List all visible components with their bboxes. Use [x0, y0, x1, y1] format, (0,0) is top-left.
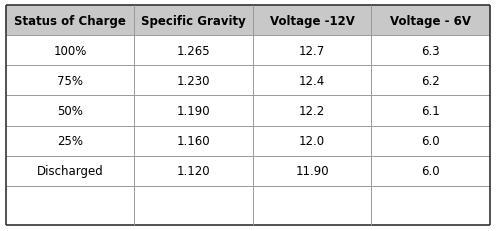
Text: Voltage -12V: Voltage -12V	[270, 15, 355, 27]
Bar	[134, 156, 253, 186]
Bar	[6, 66, 134, 96]
Text: 12.0: 12.0	[299, 134, 325, 147]
Bar	[6, 6, 134, 36]
Text: 100%: 100%	[54, 45, 87, 58]
Text: 6.1: 6.1	[421, 104, 440, 118]
Bar	[372, 126, 490, 156]
Text: Discharged: Discharged	[37, 164, 104, 177]
Bar	[134, 66, 253, 96]
Text: 25%: 25%	[57, 134, 83, 147]
Text: 1.120: 1.120	[177, 164, 210, 177]
Bar	[134, 36, 253, 66]
Text: 75%: 75%	[57, 75, 83, 88]
Bar	[372, 36, 490, 66]
Bar	[253, 186, 372, 225]
Bar	[134, 186, 253, 225]
Bar	[372, 6, 490, 36]
Bar	[372, 66, 490, 96]
Text: 12.7: 12.7	[299, 45, 325, 58]
Bar	[134, 96, 253, 126]
Text: Specific Gravity: Specific Gravity	[141, 15, 246, 27]
Bar	[253, 156, 372, 186]
Text: 12.2: 12.2	[299, 104, 325, 118]
Bar	[6, 96, 134, 126]
Text: 1.190: 1.190	[177, 104, 210, 118]
Bar	[6, 126, 134, 156]
Bar	[6, 36, 134, 66]
Bar	[134, 6, 253, 36]
Text: Status of Charge: Status of Charge	[14, 15, 126, 27]
Bar	[372, 156, 490, 186]
Text: 6.2: 6.2	[421, 75, 440, 88]
Bar	[6, 156, 134, 186]
Text: 6.0: 6.0	[422, 164, 440, 177]
Text: Voltage - 6V: Voltage - 6V	[390, 15, 471, 27]
Text: 6.3: 6.3	[422, 45, 440, 58]
Text: 1.265: 1.265	[177, 45, 210, 58]
Text: 12.4: 12.4	[299, 75, 325, 88]
Bar	[253, 96, 372, 126]
Bar	[253, 126, 372, 156]
Bar	[253, 36, 372, 66]
Bar	[134, 126, 253, 156]
Bar	[6, 186, 134, 225]
Bar	[372, 96, 490, 126]
Text: 6.0: 6.0	[422, 134, 440, 147]
Bar	[372, 186, 490, 225]
Bar	[253, 66, 372, 96]
Text: 11.90: 11.90	[295, 164, 329, 177]
Text: 50%: 50%	[57, 104, 83, 118]
Text: 1.230: 1.230	[177, 75, 210, 88]
Text: 1.160: 1.160	[177, 134, 210, 147]
Bar	[253, 6, 372, 36]
